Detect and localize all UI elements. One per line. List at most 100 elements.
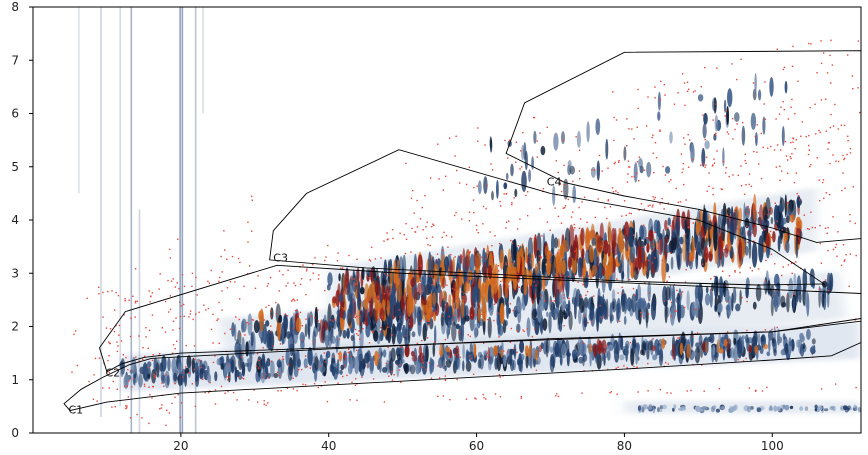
scatter-point (571, 227, 574, 229)
scatter-point (581, 201, 583, 203)
scatter-point (692, 158, 694, 161)
scatter-point (810, 164, 812, 166)
scatter-point (266, 285, 268, 287)
density-streak (799, 335, 805, 343)
scatter-point (265, 373, 267, 376)
scatter-point (745, 184, 747, 186)
region-polygon-c3 (269, 149, 826, 286)
scatter-point (378, 354, 381, 356)
scatter-point (780, 106, 782, 108)
scatter-point (787, 284, 789, 286)
density-streak (662, 404, 667, 410)
scatter-point (615, 119, 618, 121)
scatter-point (275, 301, 277, 304)
scatter-point (519, 168, 521, 170)
density-streak (421, 270, 427, 288)
scatter-point (431, 236, 434, 238)
scatter-point (607, 200, 609, 202)
scatter-point (174, 348, 176, 350)
scatter-point (633, 365, 635, 368)
scatter-point (246, 321, 248, 324)
scatter-point (118, 324, 121, 327)
scatter-point (317, 309, 319, 311)
density-streak (722, 345, 726, 361)
scatter-point (443, 231, 445, 234)
scatter-point (341, 267, 344, 269)
x-tick-label: 60 (469, 439, 484, 453)
scatter-point (722, 160, 725, 163)
scatter-point (546, 221, 549, 223)
scatter-point (668, 180, 670, 183)
scatter-point (811, 226, 813, 229)
scatter-point (450, 253, 452, 256)
density-streak (536, 232, 542, 262)
scatter-point (286, 387, 289, 389)
scatter-point (126, 407, 128, 409)
scatter-point (770, 145, 772, 148)
scatter-point (640, 203, 643, 205)
scatter-point (325, 256, 327, 258)
scatter-point (533, 116, 536, 119)
density-streak (340, 364, 345, 370)
density-streak (817, 405, 823, 411)
scatter-point (278, 374, 280, 377)
scatter-point (404, 252, 407, 255)
scatter-point (775, 166, 777, 168)
density-streak (524, 268, 530, 287)
scatter-point (257, 275, 259, 277)
density-streak (270, 307, 274, 320)
density-streak (493, 345, 499, 356)
scatter-point (183, 303, 185, 306)
scatter-point (108, 387, 110, 389)
scatter-point (486, 356, 488, 358)
scatter-point (263, 319, 265, 321)
region-polygon-c2 (99, 264, 861, 373)
scatter-point (354, 283, 357, 285)
scatter-point (664, 94, 666, 96)
density-streak (582, 355, 585, 367)
density-streak (291, 359, 294, 366)
scatter-point (563, 297, 565, 299)
scatter-point (421, 206, 423, 209)
scatter-point (412, 189, 414, 192)
scatter-point (626, 118, 628, 120)
density-streak (347, 363, 353, 375)
scatter-point (324, 259, 326, 262)
scatter-point (469, 355, 471, 357)
scatter-point (746, 300, 748, 303)
scatter-point (193, 345, 196, 347)
density-streak (505, 279, 509, 290)
scatter-point (659, 203, 661, 205)
scatter-point (188, 372, 190, 374)
scatter-point (240, 356, 242, 358)
scatter-point (823, 52, 825, 54)
scatter-point (151, 359, 154, 362)
scatter-point (127, 369, 129, 371)
scatter-point (682, 168, 684, 170)
density-streak (338, 351, 343, 362)
scatter-point (754, 390, 757, 392)
scatter-point (134, 268, 137, 270)
scatter-point (123, 314, 125, 316)
density-streak (143, 364, 149, 382)
scatter-point (654, 196, 656, 199)
density-streak (593, 344, 597, 357)
scatter-point (247, 221, 249, 223)
density-streak (701, 257, 706, 268)
scatter-point (640, 315, 642, 318)
density-streak (336, 309, 341, 317)
scatter-point (407, 311, 409, 313)
density-streak (462, 360, 465, 372)
density-streak (367, 311, 371, 326)
scatter-point (149, 301, 151, 303)
density-streak (549, 346, 553, 354)
scatter-point (613, 163, 616, 165)
scatter-point (172, 278, 174, 280)
scatter-point (789, 156, 791, 158)
scatter-point (622, 292, 625, 294)
scatter-point (725, 110, 727, 112)
density-streak (648, 229, 654, 242)
density-streak (792, 296, 796, 311)
scatter-point (726, 331, 729, 333)
scatter-point (125, 407, 127, 410)
